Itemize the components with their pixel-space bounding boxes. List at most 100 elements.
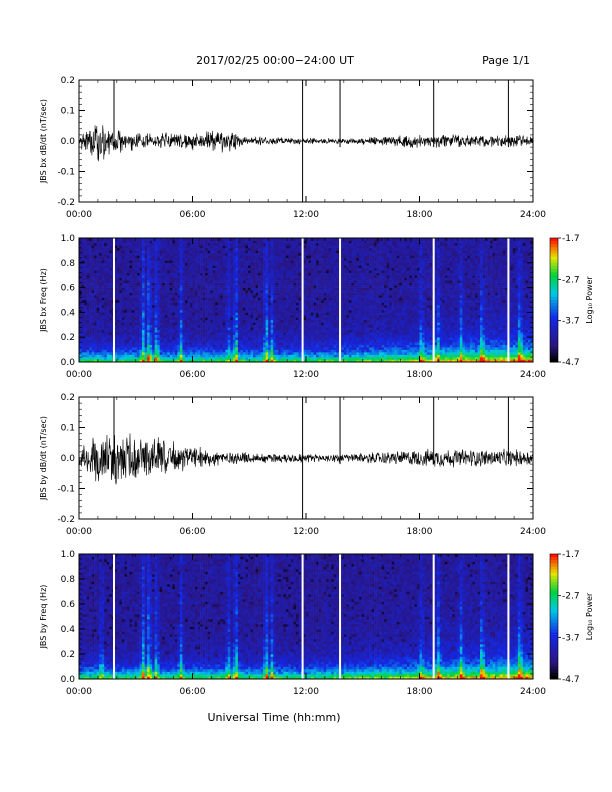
heatmap-cell (222, 309, 226, 313)
heatmap-cell (106, 240, 110, 244)
heatmap-cell (258, 270, 261, 274)
heatmap-cell (177, 332, 181, 336)
heatmap-cell (280, 354, 284, 358)
heatmap-cell (278, 352, 282, 355)
heatmap-cell (184, 290, 188, 293)
heatmap-cell (157, 272, 161, 276)
heatmap-cell (230, 265, 234, 269)
heatmap-cell (295, 297, 299, 301)
heatmap-cell (184, 285, 188, 288)
heatmap-cell (192, 319, 196, 323)
heatmap-cell (311, 327, 314, 331)
heatmap-cell (104, 349, 108, 353)
heatmap-cell (142, 312, 145, 316)
heatmap-cell (270, 262, 274, 266)
heatmap-cell (174, 270, 178, 274)
heatmap-cell (154, 247, 158, 251)
heatmap-cell (162, 352, 166, 355)
heatmap-cell (189, 307, 193, 311)
heatmap-cell (79, 317, 82, 321)
heatmap-cell (116, 265, 120, 269)
heatmap-cell (283, 334, 287, 338)
heatmap-cell (245, 290, 249, 293)
heatmap-cell (245, 285, 249, 288)
heatmap-cell (258, 282, 261, 286)
heatmap-cell (258, 314, 261, 318)
heatmap-cell (255, 255, 259, 259)
heatmap-cell (321, 327, 324, 331)
heatmap-cell (273, 309, 277, 313)
heatmap-cell (177, 247, 181, 251)
heatmap-cell (109, 304, 113, 308)
heatmap-cell (144, 354, 148, 358)
heatmap-cell (293, 349, 297, 353)
heatmap-cell (131, 252, 135, 256)
heatmap-cell (139, 272, 143, 276)
heatmap-cell (253, 282, 256, 286)
heatmap-cell (144, 297, 148, 301)
heatmap-cell (139, 304, 143, 308)
heatmap-cell (235, 262, 239, 266)
heatmap-cell (283, 327, 287, 331)
heatmap-cell (212, 342, 216, 345)
heatmap-cell (96, 272, 100, 276)
heatmap-cell (192, 245, 196, 249)
heatmap-cell (172, 292, 176, 296)
heatmap-cell (275, 304, 279, 308)
heatmap-cell (321, 282, 324, 286)
heatmap-cell (99, 327, 102, 331)
heatmap-cell (207, 245, 211, 249)
heatmap-cell (162, 307, 166, 311)
heatmap-cell (253, 334, 256, 338)
heatmap-cell (293, 242, 297, 246)
heatmap-cell (157, 334, 161, 338)
heatmap-cell (278, 314, 282, 318)
heatmap-cell (306, 302, 309, 306)
heatmap-cell (91, 312, 95, 316)
heatmap-cell (184, 295, 188, 298)
heatmap-cell (318, 295, 322, 298)
heatmap-cell (164, 319, 168, 323)
heatmap-cell (270, 329, 274, 333)
heatmap-cell (91, 344, 95, 348)
heatmap-cell (306, 327, 309, 331)
heatmap-cell (126, 319, 130, 323)
heatmap-cell (225, 238, 229, 241)
heatmap-cell (184, 260, 188, 264)
heatmap-cell (179, 304, 183, 308)
heatmap-cell (275, 242, 279, 246)
heatmap-cell (84, 245, 87, 249)
heatmap-cell (220, 300, 224, 303)
heatmap-cell (321, 324, 324, 328)
heatmap-cell (94, 260, 97, 264)
heatmap-cell (144, 287, 148, 291)
heatmap-cell (195, 255, 198, 259)
heatmap-cell (321, 265, 324, 269)
heatmap-cell (240, 240, 244, 244)
heatmap-cell (184, 275, 188, 278)
heatmap-cell (197, 242, 201, 246)
heatmap-cell (207, 300, 211, 303)
heatmap-cell (283, 329, 287, 333)
heatmap-cell (126, 257, 130, 261)
heatmap-cell (164, 290, 168, 293)
heatmap-cell (255, 242, 259, 246)
heatmap-cell (212, 297, 216, 301)
heatmap-cell (235, 260, 239, 264)
heatmap-cell (278, 317, 282, 321)
heatmap-cell (293, 312, 297, 316)
heatmap-cell (313, 324, 317, 328)
heatmap-cell (129, 277, 133, 281)
heatmap-cell (280, 324, 284, 328)
heatmap-cell (101, 302, 105, 306)
heatmap-cell (215, 275, 219, 278)
heatmap-cell (280, 272, 284, 276)
heatmap-cell (139, 267, 143, 271)
heatmap-cell (139, 314, 143, 318)
heatmap-cell (268, 349, 271, 353)
heatmap-cell (217, 280, 221, 283)
heatmap-cell (167, 260, 171, 264)
heatmap-cell (114, 292, 118, 296)
heatmap-cell (278, 302, 282, 306)
heatmap-cell (220, 329, 224, 333)
